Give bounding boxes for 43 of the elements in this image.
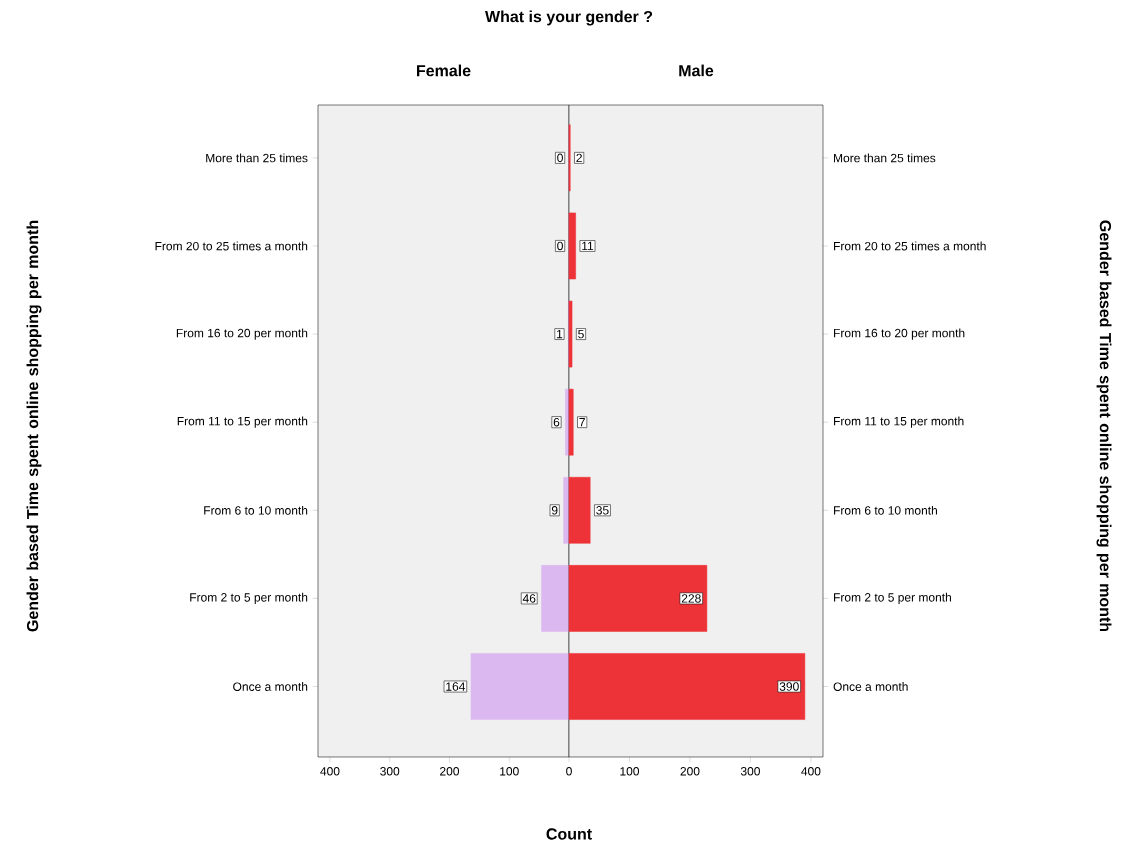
x-tick-label: 400 [320, 767, 340, 776]
data-label: 9 [551, 506, 558, 515]
y-tick-label: From 2 to 5 per month [190, 592, 308, 604]
y-tick-label: More than 25 times [834, 153, 936, 163]
data-label: 2 [576, 153, 582, 163]
x-tick-label: 100 [620, 767, 640, 776]
x-tick-label: 200 [440, 767, 460, 776]
y-tick-label: From 2 to 5 per month [834, 592, 951, 604]
x-axis-title: Count [546, 828, 592, 840]
data-label: 164 [446, 682, 466, 691]
data-label: 1 [557, 329, 563, 339]
chart-title: Male [679, 64, 714, 77]
data-label: 0 [557, 241, 563, 251]
data-label: 35 [596, 506, 609, 515]
text: What is your gender ? [485, 10, 653, 26]
y-axis-title: Gender based Time spent online shopping per month [26, 220, 42, 632]
x-tick-label: 300 [740, 767, 760, 776]
data-label: 11 [582, 241, 594, 251]
data-label: 46 [522, 594, 536, 603]
y-tick-label: From 20 to 25 times a month [834, 241, 986, 251]
data-label: 7 [579, 418, 585, 427]
y-tick-label: From 20 to 25 times a month [155, 241, 308, 251]
y-tick-label: From 16 to 20 per month [834, 328, 965, 340]
chart-title: Female [417, 64, 471, 77]
y-tick-label: From 6 to 10 month [834, 505, 937, 515]
y-tick-label: From 6 to 10 month [204, 505, 308, 515]
y-tick-label: From 11 to 15 per month [834, 416, 964, 428]
x-tick-label: 0 [566, 767, 572, 776]
y-tick-label: Once a month [833, 682, 908, 691]
y-tick-label: From 16 to 20 per month [176, 328, 308, 340]
y-tick-label: Once a month [233, 682, 308, 691]
y-tick-label: From 11 to 15 per month [177, 416, 308, 428]
y-axis-title: Gender based Time spent online shopping per month [1096, 220, 1112, 632]
y-tick-label: More than 25 times [206, 153, 308, 163]
x-tick-label: 300 [380, 767, 400, 776]
x-tick-label: 100 [500, 767, 519, 776]
data-label: 6 [553, 417, 560, 427]
data-label: 0 [557, 153, 563, 163]
data-label: 5 [578, 329, 584, 339]
x-tick-label: 200 [680, 767, 700, 776]
x-tick-label: 400 [801, 767, 821, 776]
data-label: 390 [779, 682, 799, 691]
data-label: 228 [681, 594, 701, 603]
